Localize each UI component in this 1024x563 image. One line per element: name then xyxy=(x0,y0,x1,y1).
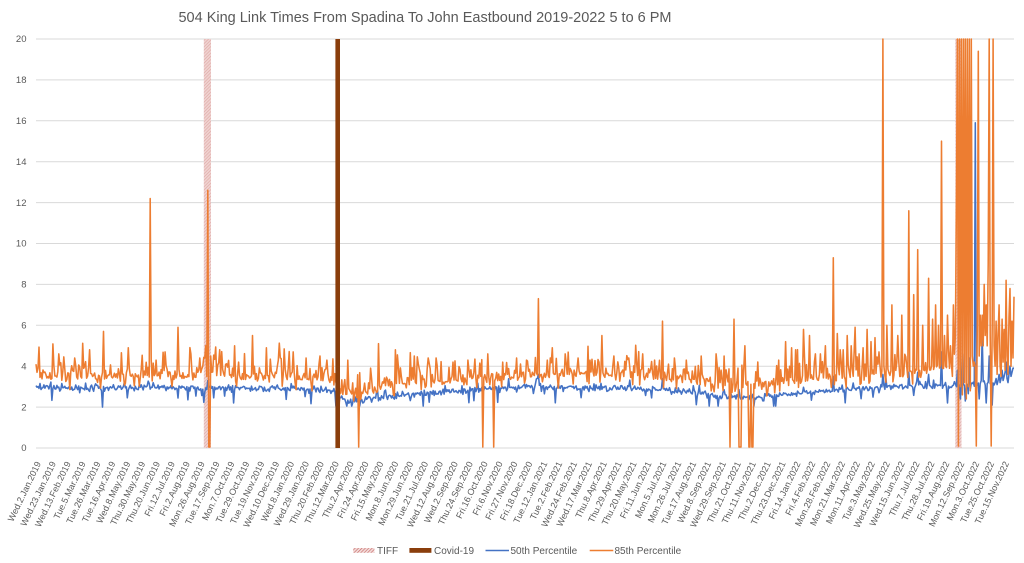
svg-text:Covid-19: Covid-19 xyxy=(434,546,474,557)
svg-text:4: 4 xyxy=(21,361,26,372)
svg-text:18: 18 xyxy=(16,75,27,86)
svg-text:0: 0 xyxy=(21,443,26,454)
svg-text:10: 10 xyxy=(16,239,27,250)
svg-text:TIFF: TIFF xyxy=(377,546,398,557)
svg-text:85th Percentile: 85th Percentile xyxy=(615,546,682,557)
svg-text:14: 14 xyxy=(16,157,27,168)
svg-text:20: 20 xyxy=(16,34,27,45)
svg-text:6: 6 xyxy=(21,321,26,332)
svg-text:16: 16 xyxy=(16,116,27,127)
svg-text:8: 8 xyxy=(21,280,26,291)
svg-text:504 King Link Times From Spadi: 504 King Link Times From Spadina To John… xyxy=(178,10,671,26)
svg-text:50th Percentile: 50th Percentile xyxy=(511,546,578,557)
svg-text:2: 2 xyxy=(21,402,26,413)
svg-text:12: 12 xyxy=(16,198,27,209)
